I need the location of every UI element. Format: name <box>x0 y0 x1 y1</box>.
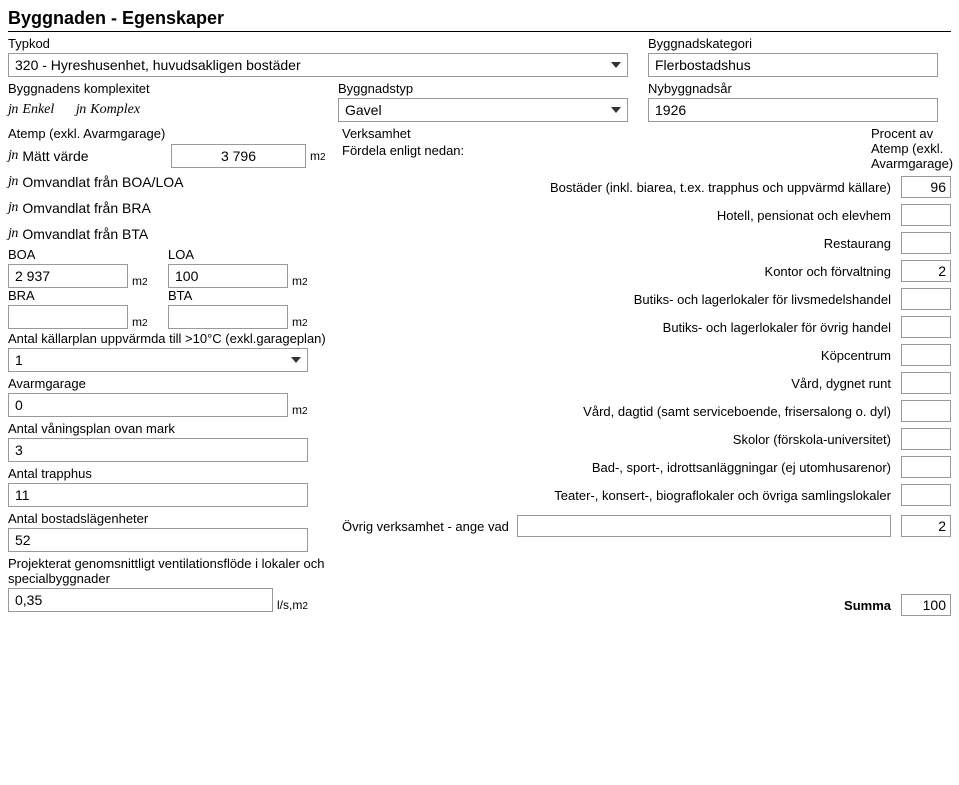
verksamhet-row: Restaurang <box>342 229 951 257</box>
verksamhet-row-label: Vård, dagtid (samt serviceboende, friser… <box>342 404 901 419</box>
byggnadstyp-value: Gavel <box>345 102 382 118</box>
m2-unit: m2 <box>292 315 308 329</box>
verksamhet-row: Teater-, konsert-, biograflokaler och öv… <box>342 481 951 509</box>
verksamhet-row-label: Butiks- och lagerlokaler för övrig hande… <box>342 320 901 335</box>
byggnadstyp-label: Byggnadstyp <box>338 81 648 96</box>
nyar-input[interactable]: 1926 <box>648 98 938 122</box>
verksamhet-row: Skolor (förskola-universitet) <box>342 425 951 453</box>
verksamhet-row-label: Skolor (förskola-universitet) <box>342 432 901 447</box>
atemp-label: Atemp (exkl. Avarmgarage) <box>8 126 338 141</box>
bta-input[interactable] <box>168 305 288 329</box>
m2-unit: m2 <box>310 149 326 163</box>
verksamhet-row-label: Hotell, pensionat och elevhem <box>342 208 901 223</box>
atemp-boa-radio[interactable]: j nOmvandlat från BOA/LOA <box>8 174 183 190</box>
boa-input[interactable]: 2 937 <box>8 264 128 288</box>
lgh-input[interactable]: 52 <box>8 528 308 552</box>
trapphus-input[interactable]: 11 <box>8 483 308 507</box>
typkod-label: Typkod <box>8 36 648 51</box>
atemp-bra-radio[interactable]: j nOmvandlat från BRA <box>8 200 151 216</box>
verksamhet-row: Bad-, sport-, idrottsanläggningar (ej ut… <box>342 453 951 481</box>
verksamhet-row: Köpcentrum <box>342 341 951 369</box>
verksamhet-row-label: Restaurang <box>342 236 901 251</box>
verksamhet-row-input[interactable]: 96 <box>901 176 951 198</box>
vaningar-label: Antal våningsplan ovan mark <box>8 421 338 436</box>
atemp-value: 3 796 <box>221 148 256 164</box>
verksamhet-row-label: Bad-, sport-, idrottsanläggningar (ej ut… <box>342 460 901 475</box>
vent-unit: l/s,m2 <box>277 598 308 612</box>
verksamhet-row: Butiks- och lagerlokaler för livsmedelsh… <box>342 285 951 313</box>
verksamhet-row-input[interactable]: 2 <box>901 260 951 282</box>
verksamhet-row-label: Bostäder (inkl. biarea, t.ex. trapphus o… <box>342 180 901 195</box>
byggnadstyp-select[interactable]: Gavel <box>338 98 628 122</box>
kallarplan-label: Antal källarplan uppvärmda till >10°C (e… <box>8 331 338 346</box>
verksamhet-row: Hotell, pensionat och elevhem <box>342 201 951 229</box>
verksamhet-row-input[interactable] <box>901 456 951 478</box>
nyar-label: Nybyggnadsår <box>648 81 951 96</box>
atemp-bta-radio[interactable]: j nOmvandlat från BTA <box>8 226 148 242</box>
ovrig-pct-input[interactable]: 2 <box>901 515 951 537</box>
verksamhet-row-label: Butiks- och lagerlokaler för livsmedelsh… <box>342 292 901 307</box>
kategori-value-box: Flerbostadshus <box>648 53 938 77</box>
ovrig-label: Övrig verksamhet - ange vad <box>342 519 509 534</box>
trapphus-label: Antal trapphus <box>8 466 338 481</box>
kallarplan-select[interactable]: 1 <box>8 348 308 372</box>
verksamhet-row-input[interactable] <box>901 204 951 226</box>
loa-label: LOA <box>168 247 328 262</box>
verksamhet-row: Kontor och förvaltning2 <box>342 257 951 285</box>
boa-label: BOA <box>8 247 168 262</box>
typkod-value: 320 - Hyreshusenhet, huvudsakligen bostä… <box>15 57 301 73</box>
bra-label: BRA <box>8 288 168 303</box>
verksamhet-row: Vård, dagtid (samt serviceboende, friser… <box>342 397 951 425</box>
verksamhet-row-label: Vård, dygnet runt <box>342 376 901 391</box>
typkod-select[interactable]: 320 - Hyreshusenhet, huvudsakligen bostä… <box>8 53 628 77</box>
m2-unit: m2 <box>292 403 308 417</box>
nyar-value: 1926 <box>655 102 686 118</box>
verksamhet-row-label: Kontor och förvaltning <box>342 264 901 279</box>
verksamhet-row-input[interactable] <box>901 316 951 338</box>
m2-unit: m2 <box>132 315 148 329</box>
m2-unit: m2 <box>132 274 148 288</box>
bra-input[interactable] <box>8 305 128 329</box>
lgh-label: Antal bostadslägenheter <box>8 511 338 526</box>
m2-unit: m2 <box>292 274 308 288</box>
summa-label: Summa <box>342 598 901 613</box>
vaningar-input[interactable]: 3 <box>8 438 308 462</box>
verksamhet-sub: Fördela enligt nedan: <box>342 143 871 158</box>
avarmgarage-input[interactable]: 0 <box>8 393 288 417</box>
komplexitet-enkel-radio[interactable]: j nEnkel <box>8 102 54 118</box>
komplexitet-komplex-radio[interactable]: j nKomplex <box>76 102 140 118</box>
verksamhet-row: Vård, dygnet runt <box>342 369 951 397</box>
page-title: Byggnaden - Egenskaper <box>8 8 951 32</box>
verksamhet-row-input[interactable] <box>901 484 951 506</box>
summa-value: 100 <box>901 594 951 616</box>
verksamhet-row-input[interactable] <box>901 428 951 450</box>
verksamhet-row-input[interactable] <box>901 288 951 310</box>
ovrig-input[interactable] <box>517 515 891 537</box>
verksamhet-row-input[interactable] <box>901 372 951 394</box>
komplexitet-label: Byggnadens komplexitet <box>8 81 338 96</box>
kategori-value: Flerbostadshus <box>655 57 751 73</box>
verksamhet-row-input[interactable] <box>901 232 951 254</box>
verksamhet-row-label: Teater-, konsert-, biograflokaler och öv… <box>342 488 901 503</box>
avarmgarage-label: Avarmgarage <box>8 376 338 391</box>
bta-label: BTA <box>168 288 328 303</box>
vent-label: Projekterat genomsnittligt ventilationsf… <box>8 556 338 586</box>
loa-input[interactable]: 100 <box>168 264 288 288</box>
kategori-label: Byggnadskategori <box>648 36 951 51</box>
verksamhet-row-input[interactable] <box>901 344 951 366</box>
atemp-matt-radio[interactable]: j nMätt värde <box>8 148 153 164</box>
verksamhet-row: Bostäder (inkl. biarea, t.ex. trapphus o… <box>342 173 951 201</box>
verksamhet-row-input[interactable] <box>901 400 951 422</box>
verksamhet-row: Butiks- och lagerlokaler för övrig hande… <box>342 313 951 341</box>
vent-input[interactable]: 0,35 <box>8 588 273 612</box>
verksamhet-heading: Verksamhet <box>342 126 871 141</box>
verksamhet-row-label: Köpcentrum <box>342 348 901 363</box>
pct-label: Procent av Atemp (exkl. Avarmgarage) <box>871 126 951 171</box>
atemp-input[interactable]: 3 796 <box>171 144 306 168</box>
